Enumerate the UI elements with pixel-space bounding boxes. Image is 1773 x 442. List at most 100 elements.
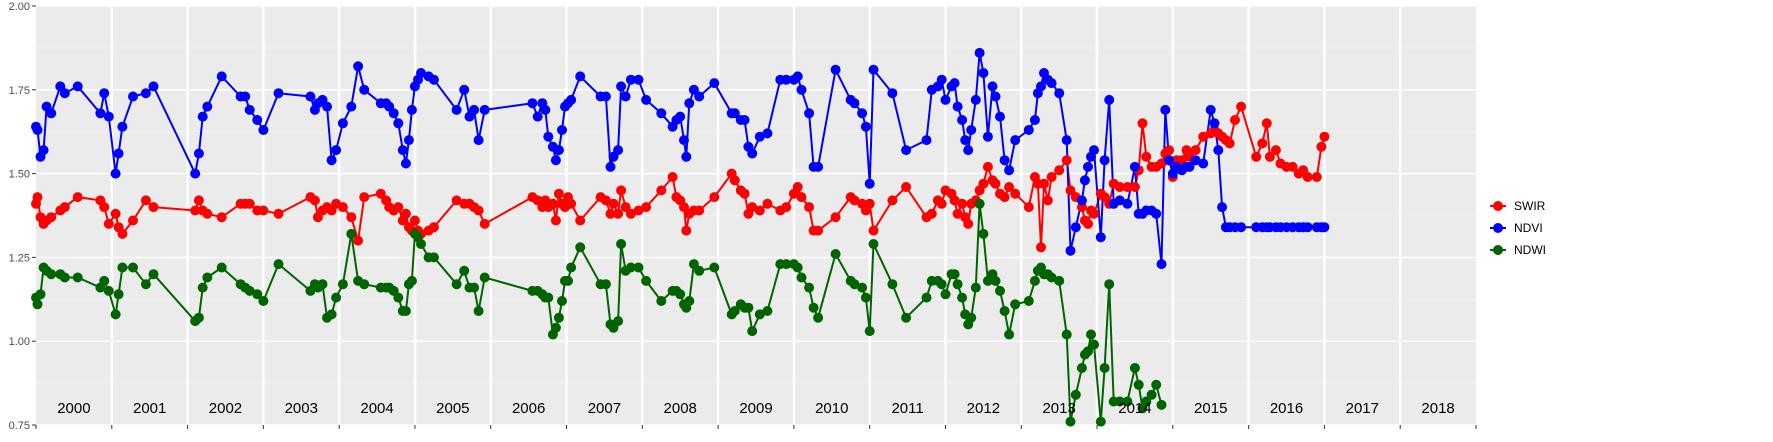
data-point-ndwi <box>543 292 554 303</box>
data-point-swir <box>1141 151 1152 162</box>
data-point-swir <box>957 198 968 209</box>
data-point-ndvi <box>400 158 411 169</box>
data-point-swir <box>781 202 792 213</box>
data-point-ndvi <box>796 84 807 95</box>
legend-key-point-swir <box>1493 201 1503 211</box>
year-label-2008: 2008 <box>664 400 697 417</box>
data-point-swir <box>375 188 386 199</box>
data-point-ndwi <box>957 292 968 303</box>
data-point-ndwi <box>193 312 204 323</box>
data-point-ndvi <box>781 74 792 85</box>
data-point-swir <box>754 205 765 216</box>
data-point-ndvi <box>960 135 971 146</box>
data-point-swir <box>1023 202 1034 213</box>
data-point-ndwi <box>709 262 720 273</box>
data-point-ndvi <box>393 118 404 129</box>
data-point-ndwi <box>616 239 627 249</box>
data-point-ndwi <box>566 262 577 273</box>
data-point-ndvi <box>860 121 871 132</box>
data-point-ndvi <box>974 47 985 58</box>
data-point-swir <box>762 198 773 209</box>
data-point-ndvi <box>346 101 357 112</box>
data-point-swir <box>479 218 490 229</box>
data-point-ndvi <box>1160 104 1171 115</box>
data-point-swir <box>1083 218 1093 229</box>
data-point-ndwi <box>1156 399 1167 410</box>
data-point-swir <box>1054 165 1065 176</box>
data-point-ndvi <box>762 128 773 139</box>
data-point-swir <box>337 202 348 213</box>
data-point-ndvi <box>193 148 204 159</box>
data-point-swir <box>1316 141 1327 152</box>
data-point-swir <box>1164 145 1175 156</box>
data-point-ndwi <box>804 282 815 293</box>
data-point-ndwi <box>781 259 792 270</box>
data-point-ndwi <box>258 296 269 306</box>
data-point-swir <box>59 202 70 213</box>
data-point-ndvi <box>1095 232 1106 243</box>
data-point-swir <box>1061 155 1072 166</box>
data-point-ndwi <box>1146 389 1157 400</box>
data-point-swir <box>553 188 564 199</box>
data-point-ndvi <box>949 78 960 89</box>
data-point-ndvi <box>273 88 284 99</box>
data-point-ndvi <box>830 64 841 75</box>
data-point-ndvi <box>675 111 686 122</box>
year-label-2001: 2001 <box>133 400 166 417</box>
data-point-ndvi <box>694 91 705 102</box>
data-point-ndvi <box>322 101 332 112</box>
data-point-ndvi <box>813 161 824 172</box>
data-point-ndvi <box>197 111 208 122</box>
legend-label-swir: SWIR <box>1514 199 1546 213</box>
data-point-swir <box>400 208 411 219</box>
year-label-2009: 2009 <box>739 400 772 417</box>
data-point-ndwi <box>451 279 462 290</box>
year-label-2006: 2006 <box>512 400 545 417</box>
data-point-ndwi <box>1086 329 1096 340</box>
data-point-ndvi <box>982 131 993 142</box>
data-point-ndvi <box>527 98 538 109</box>
data-point-ndvi <box>987 81 998 92</box>
data-point-ndwi <box>1070 389 1081 400</box>
data-point-swir <box>1261 118 1272 129</box>
data-point-swir <box>864 198 875 209</box>
data-point-swir <box>999 192 1010 203</box>
data-point-ndwi <box>1046 272 1057 283</box>
year-separators <box>110 6 1402 425</box>
data-point-ndvi <box>557 125 567 135</box>
data-point-ndvi <box>148 81 159 92</box>
data-point-ndwi <box>110 309 121 320</box>
data-point-ndvi <box>428 74 439 85</box>
data-point-ndwi <box>613 316 624 327</box>
data-point-swir <box>148 202 159 213</box>
data-point-ndvi <box>868 64 879 75</box>
data-point-ndwi <box>326 309 337 320</box>
data-point-ndwi <box>148 269 159 280</box>
year-label-2007: 2007 <box>588 400 621 417</box>
data-point-swir <box>550 215 561 226</box>
data-point-ndwi <box>990 275 1001 286</box>
data-point-ndvi <box>739 115 750 125</box>
data-point-ndvi <box>543 131 554 142</box>
data-point-ndvi <box>59 88 70 99</box>
data-point-ndvi <box>754 131 765 142</box>
data-point-ndwi <box>849 279 860 290</box>
data-point-swir <box>679 202 689 213</box>
data-point-ndvi <box>540 104 551 115</box>
data-point-swir <box>190 205 201 216</box>
data-point-ndwi <box>117 262 128 273</box>
data-point-ndwi <box>940 289 951 300</box>
data-point-swir <box>1257 138 1268 149</box>
data-point-ndvi <box>1129 161 1140 172</box>
data-point-ndwi <box>1099 363 1110 373</box>
data-point-ndvi <box>921 135 932 146</box>
data-point-ndvi <box>966 125 977 135</box>
data-point-ndvi <box>1190 155 1201 166</box>
data-point-ndvi <box>952 101 963 112</box>
data-point-ndvi <box>403 135 414 146</box>
data-point-swir <box>428 222 439 233</box>
data-point-swir <box>613 208 624 219</box>
data-point-swir <box>110 208 121 219</box>
data-point-swir <box>1156 158 1167 169</box>
data-point-swir <box>681 225 692 236</box>
